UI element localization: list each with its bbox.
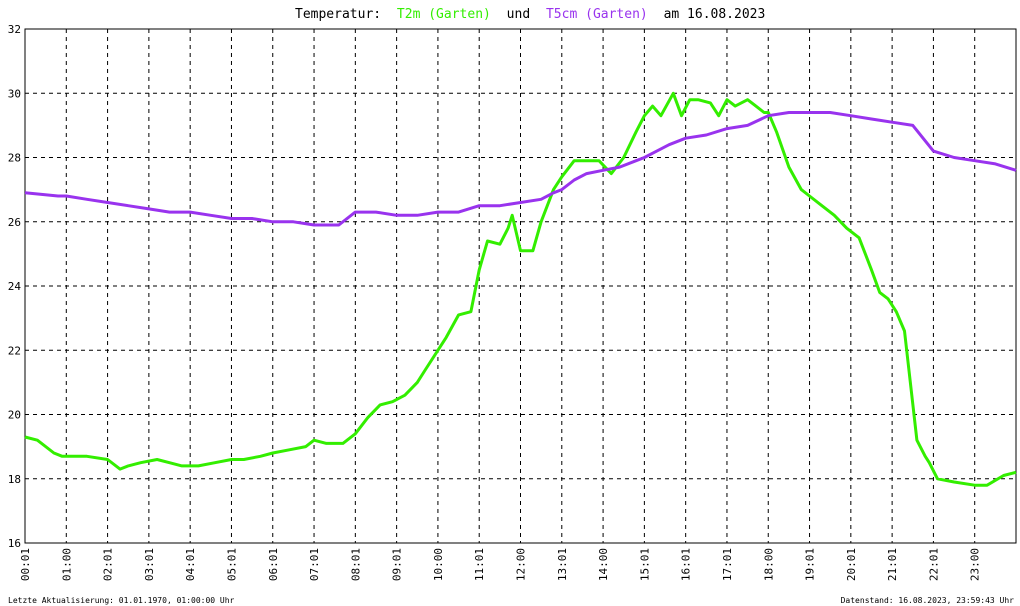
x-tick-label: 23:00 bbox=[969, 548, 982, 581]
series-line-t2m-garten bbox=[24, 91, 1017, 487]
x-tick-label: 13:01 bbox=[556, 548, 569, 581]
y-tick-label: 22 bbox=[8, 344, 21, 357]
grid bbox=[24, 28, 1016, 544]
x-tick-label: 15:01 bbox=[638, 548, 651, 581]
y-tick-label: 32 bbox=[8, 23, 21, 36]
last-update-note: Letzte Aktualisierung: 01.01.1970, 01:00… bbox=[8, 596, 235, 605]
plot-frame bbox=[24, 28, 1017, 544]
title-series-t2m: T2m (Garten) bbox=[397, 7, 491, 22]
x-tick-label: 01:00 bbox=[60, 548, 73, 581]
x-tick-label: 21:01 bbox=[886, 548, 899, 581]
title-connector: und bbox=[507, 7, 530, 22]
x-tick-label: 03:01 bbox=[143, 548, 156, 581]
y-tick-label: 28 bbox=[8, 152, 21, 165]
data-timestamp-note: Datenstand: 16.08.2023, 23:59:43 Uhr bbox=[840, 596, 1014, 605]
y-tick-label: 26 bbox=[8, 216, 21, 229]
x-tick-label: 00:01 bbox=[19, 548, 32, 581]
y-tick-label: 20 bbox=[8, 409, 21, 422]
x-tick-label: 20:01 bbox=[845, 548, 858, 581]
title-prefix: Temperatur: bbox=[295, 7, 381, 22]
x-tick-label: 06:01 bbox=[267, 548, 280, 581]
x-tick-label: 11:01 bbox=[473, 548, 486, 581]
series-layer bbox=[24, 91, 1017, 487]
x-tick-label: 18:00 bbox=[762, 548, 775, 581]
x-tick-label: 07:01 bbox=[308, 548, 321, 581]
x-tick-label: 19:01 bbox=[804, 548, 817, 581]
title-series-t5cm: T5cm (Garten) bbox=[546, 7, 648, 22]
x-tick-label: 10:00 bbox=[432, 548, 445, 581]
x-tick-label: 04:01 bbox=[184, 548, 197, 581]
x-tick-label: 05:01 bbox=[225, 548, 238, 581]
x-tick-label: 12:00 bbox=[515, 548, 528, 581]
y-tick-label: 16 bbox=[8, 537, 21, 550]
series-line-t5cm-garten bbox=[24, 111, 1017, 227]
x-tick-label: 02:01 bbox=[102, 548, 115, 581]
x-tick-label: 08:01 bbox=[349, 548, 362, 581]
title-suffix: am 16.08.2023 bbox=[664, 7, 766, 22]
y-tick-label: 30 bbox=[8, 87, 21, 100]
chart-title: Temperatur: T2m (Garten) und T5cm (Garte… bbox=[295, 7, 765, 22]
axes: 16 18 20 22 24 26 28 30 32 00:01 01:00 02:01 03:01 04… bbox=[8, 23, 1017, 581]
x-tick-label: 09:01 bbox=[391, 548, 404, 581]
x-tick-label: 16:01 bbox=[680, 548, 693, 581]
x-tick-label: 17:01 bbox=[721, 548, 734, 581]
x-tick-label: 14:00 bbox=[597, 548, 610, 581]
y-tick-label: 24 bbox=[8, 280, 22, 293]
x-tick-label: 22:01 bbox=[927, 548, 940, 581]
y-tick-label: 18 bbox=[8, 473, 21, 486]
